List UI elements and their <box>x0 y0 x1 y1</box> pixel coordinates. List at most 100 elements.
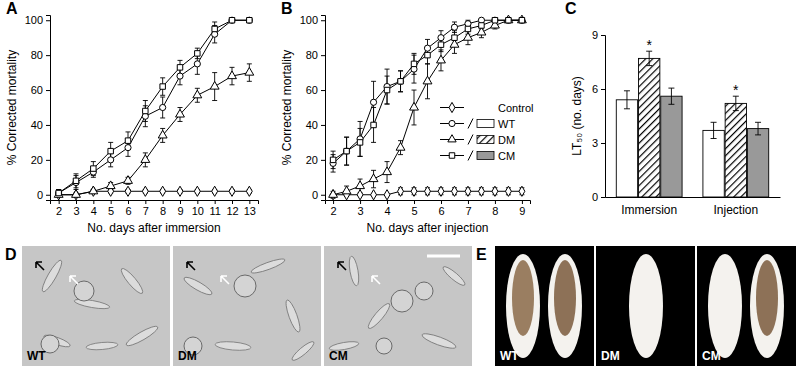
arrow <box>36 262 44 270</box>
error-bar <box>126 139 131 156</box>
point <box>106 181 115 189</box>
photo-label: DM <box>601 349 620 363</box>
cell <box>415 282 433 300</box>
tick: 20 <box>31 154 50 166</box>
tick-label: 20 <box>306 154 318 166</box>
point <box>56 190 61 195</box>
tick: 0 <box>312 189 325 201</box>
tick: 4 <box>384 200 390 217</box>
tick-mark <box>321 55 325 56</box>
legend-swatch <box>477 120 494 128</box>
point <box>492 17 498 23</box>
tick-label: 7 <box>143 205 149 217</box>
cell <box>376 338 392 354</box>
larva <box>750 254 784 358</box>
tick: 0 <box>37 189 50 201</box>
bar <box>661 96 682 197</box>
axis: 020406080100 <box>25 14 51 201</box>
larva <box>548 254 582 358</box>
photo-bg <box>495 246 594 366</box>
point <box>438 42 443 47</box>
tick-label: Injection <box>713 203 758 217</box>
error-bar <box>398 71 403 92</box>
tick: 9 <box>519 200 525 217</box>
conidium <box>250 257 286 276</box>
bar <box>725 103 746 197</box>
error-bar <box>143 106 148 127</box>
series-line <box>333 20 522 160</box>
axis-line <box>326 201 531 205</box>
error-bar <box>344 137 349 165</box>
tick-mark <box>468 200 469 204</box>
tick: 80 <box>306 49 325 61</box>
conidium <box>40 258 65 293</box>
tick-mark <box>249 200 250 204</box>
tick: 40 <box>31 119 50 131</box>
tick-label: 100 <box>300 14 318 26</box>
tick: 13 <box>244 200 256 217</box>
tick-label: 3 <box>73 205 79 217</box>
point <box>176 109 185 117</box>
tick: 8 <box>492 200 498 217</box>
panel-letter: C <box>565 0 577 17</box>
tick-mark <box>601 89 605 90</box>
tick-label: 9 <box>519 205 525 217</box>
point <box>410 102 419 110</box>
axis-line <box>51 201 259 205</box>
tick-mark <box>441 200 442 204</box>
point <box>479 186 485 196</box>
photo: CM <box>324 246 472 366</box>
y-axis-title: % Corrected mortality <box>280 50 294 165</box>
point <box>158 130 167 138</box>
point <box>160 186 166 196</box>
point <box>160 84 165 89</box>
tick-mark <box>197 200 198 204</box>
arrow <box>338 262 346 270</box>
tick-mark <box>232 200 233 204</box>
tick: 7 <box>465 200 471 217</box>
point <box>108 148 113 153</box>
photo-label: WT <box>27 349 46 363</box>
tick-mark <box>46 55 50 56</box>
point <box>193 90 202 98</box>
conidium <box>441 264 467 287</box>
tick: 6 <box>438 200 444 217</box>
x-axis-title: No. days after immersion <box>87 221 220 235</box>
tick-label: 40 <box>306 119 318 131</box>
plot-panel: ImmersionInjection0369LT₅₀ (no. days)** <box>570 29 781 217</box>
axis-line <box>46 16 51 201</box>
conidium <box>366 301 393 331</box>
legend-slash <box>468 119 473 129</box>
point <box>492 17 497 22</box>
legend: ControlWTDMCM <box>440 102 533 162</box>
photo-label: CM <box>702 349 721 363</box>
tick-label: 13 <box>244 205 256 217</box>
point <box>465 186 471 196</box>
error-bar <box>74 174 79 188</box>
point <box>212 26 217 31</box>
point <box>342 186 351 194</box>
tick: 5 <box>411 200 417 217</box>
legend-marker <box>449 153 454 158</box>
tick: 80 <box>31 49 50 61</box>
tick: 9 <box>592 29 605 41</box>
point <box>177 186 183 196</box>
tick-label: 60 <box>306 84 318 96</box>
tick: 60 <box>306 84 325 96</box>
conidium <box>421 331 458 351</box>
point <box>357 190 363 200</box>
tick: 3 <box>592 137 605 149</box>
series-line <box>59 20 250 193</box>
annotation: * <box>646 37 652 53</box>
larva-stain <box>756 260 778 336</box>
point <box>56 190 62 196</box>
tick-label: 5 <box>108 205 114 217</box>
point <box>108 157 114 163</box>
plot-area <box>54 17 254 200</box>
arrow <box>70 276 78 284</box>
point <box>437 55 446 63</box>
point <box>425 186 431 196</box>
tick-mark <box>128 200 129 204</box>
tick-label: 40 <box>31 119 43 131</box>
bar <box>747 129 768 197</box>
